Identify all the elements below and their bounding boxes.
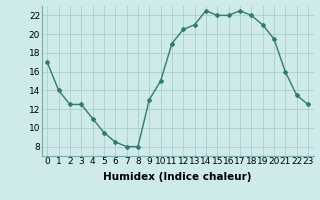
X-axis label: Humidex (Indice chaleur): Humidex (Indice chaleur) bbox=[103, 172, 252, 182]
